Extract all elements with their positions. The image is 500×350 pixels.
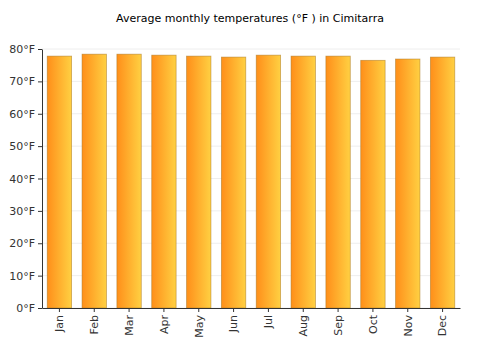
x-tick-label: Aug [297, 315, 310, 336]
bar [396, 59, 420, 308]
y-tick-mark [38, 114, 42, 115]
x-axis: Jan Feb Mar Apr May Jun Jul Aug Sep Oct Nov Dec [43, 308, 461, 338]
x-tick-mark [303, 308, 304, 312]
x-tick: Nov [402, 308, 415, 336]
title: Average monthly temperatures (°F ) in Ci… [116, 12, 384, 25]
x-tick-mark [233, 308, 234, 312]
x-tick: Sep [332, 308, 345, 336]
grid [42, 49, 460, 308]
x-axis-line [43, 308, 461, 309]
grid-line [42, 49, 460, 50]
y-tick-mark [38, 179, 42, 180]
x-tick-mark [129, 308, 130, 312]
bar [187, 56, 211, 308]
x-tick-label: Sep [332, 315, 345, 336]
x-tick: Mar [123, 308, 136, 336]
x-tick-label: May [193, 315, 206, 338]
bar [361, 60, 385, 308]
y-tick-label: 50°F [9, 140, 35, 153]
y-tick-mark [38, 243, 42, 244]
y-tick-label: 60°F [9, 108, 35, 121]
x-tick-label: Dec [436, 315, 449, 336]
x-tick-label: Feb [88, 315, 101, 334]
y-tick: 70°F [9, 75, 42, 88]
x-tick-label: Apr [158, 315, 171, 335]
y-tick-mark [38, 308, 42, 309]
x-tick: Jun [227, 308, 240, 333]
y-tick: 10°F [9, 270, 42, 283]
x-tick-mark [338, 308, 339, 312]
y-tick-label: 0°F [16, 302, 35, 315]
y-tick: 60°F [9, 108, 42, 121]
x-tick: Jan [53, 308, 66, 333]
y-tick: 80°F [9, 43, 42, 56]
x-tick: Aug [297, 308, 310, 336]
bar [430, 57, 454, 308]
bar [256, 55, 280, 308]
bars [47, 54, 455, 308]
x-tick-mark [59, 308, 60, 312]
x-tick-mark [163, 308, 164, 312]
y-tick-mark [38, 211, 42, 212]
x-tick-label: Jul [262, 315, 275, 329]
y-tick: 30°F [9, 205, 42, 218]
y-tick-label: 30°F [9, 205, 35, 218]
y-tick: 40°F [9, 173, 42, 186]
x-tick-mark [198, 308, 199, 312]
y-tick-label: 80°F [9, 43, 35, 56]
x-tick-mark [94, 308, 95, 312]
x-tick-label: Jan [53, 315, 66, 333]
chart: 0°F 10°F 20°F 30°F 40°F 50°F 60°F 70°F 80°F Jan Fe… [0, 0, 500, 350]
y-tick: 0°F [16, 302, 42, 315]
y-axis-line [42, 50, 43, 309]
plot-area: 0°F 10°F 20°F 30°F 40°F 50°F 60°F 70°F 80°F Jan Fe… [9, 43, 460, 338]
x-tick-label: Oct [367, 314, 380, 334]
y-tick-mark [38, 81, 42, 82]
x-tick-mark [268, 308, 269, 312]
x-tick: Jul [262, 308, 275, 329]
y-tick: 20°F [9, 237, 42, 250]
x-tick: Oct [367, 308, 380, 334]
bar [221, 57, 245, 308]
x-tick-mark [442, 308, 443, 312]
x-tick: Feb [88, 308, 101, 334]
y-tick-label: 70°F [9, 75, 35, 88]
y-tick-label: 20°F [9, 237, 35, 250]
y-tick-mark [38, 276, 42, 277]
x-tick-label: Jun [227, 315, 240, 333]
bar [82, 54, 106, 308]
y-tick: 50°F [9, 140, 42, 153]
x-tick: May [193, 308, 206, 338]
y-tick-label: 40°F [9, 173, 35, 186]
bar [326, 56, 350, 308]
y-axis: 0°F 10°F 20°F 30°F 40°F 50°F 60°F 70°F 80°F [9, 43, 42, 315]
x-tick-mark [407, 308, 408, 312]
y-tick-label: 10°F [9, 270, 35, 283]
x-tick: Apr [158, 308, 171, 334]
bar [291, 56, 315, 308]
x-tick-label: Mar [123, 315, 136, 336]
x-tick: Dec [436, 308, 449, 336]
bar [152, 55, 176, 308]
x-tick-label: Nov [402, 315, 415, 337]
bar [117, 54, 141, 308]
x-tick-mark [372, 308, 373, 312]
bar [47, 56, 71, 308]
y-tick-mark [38, 146, 42, 147]
y-tick-mark [38, 49, 42, 50]
